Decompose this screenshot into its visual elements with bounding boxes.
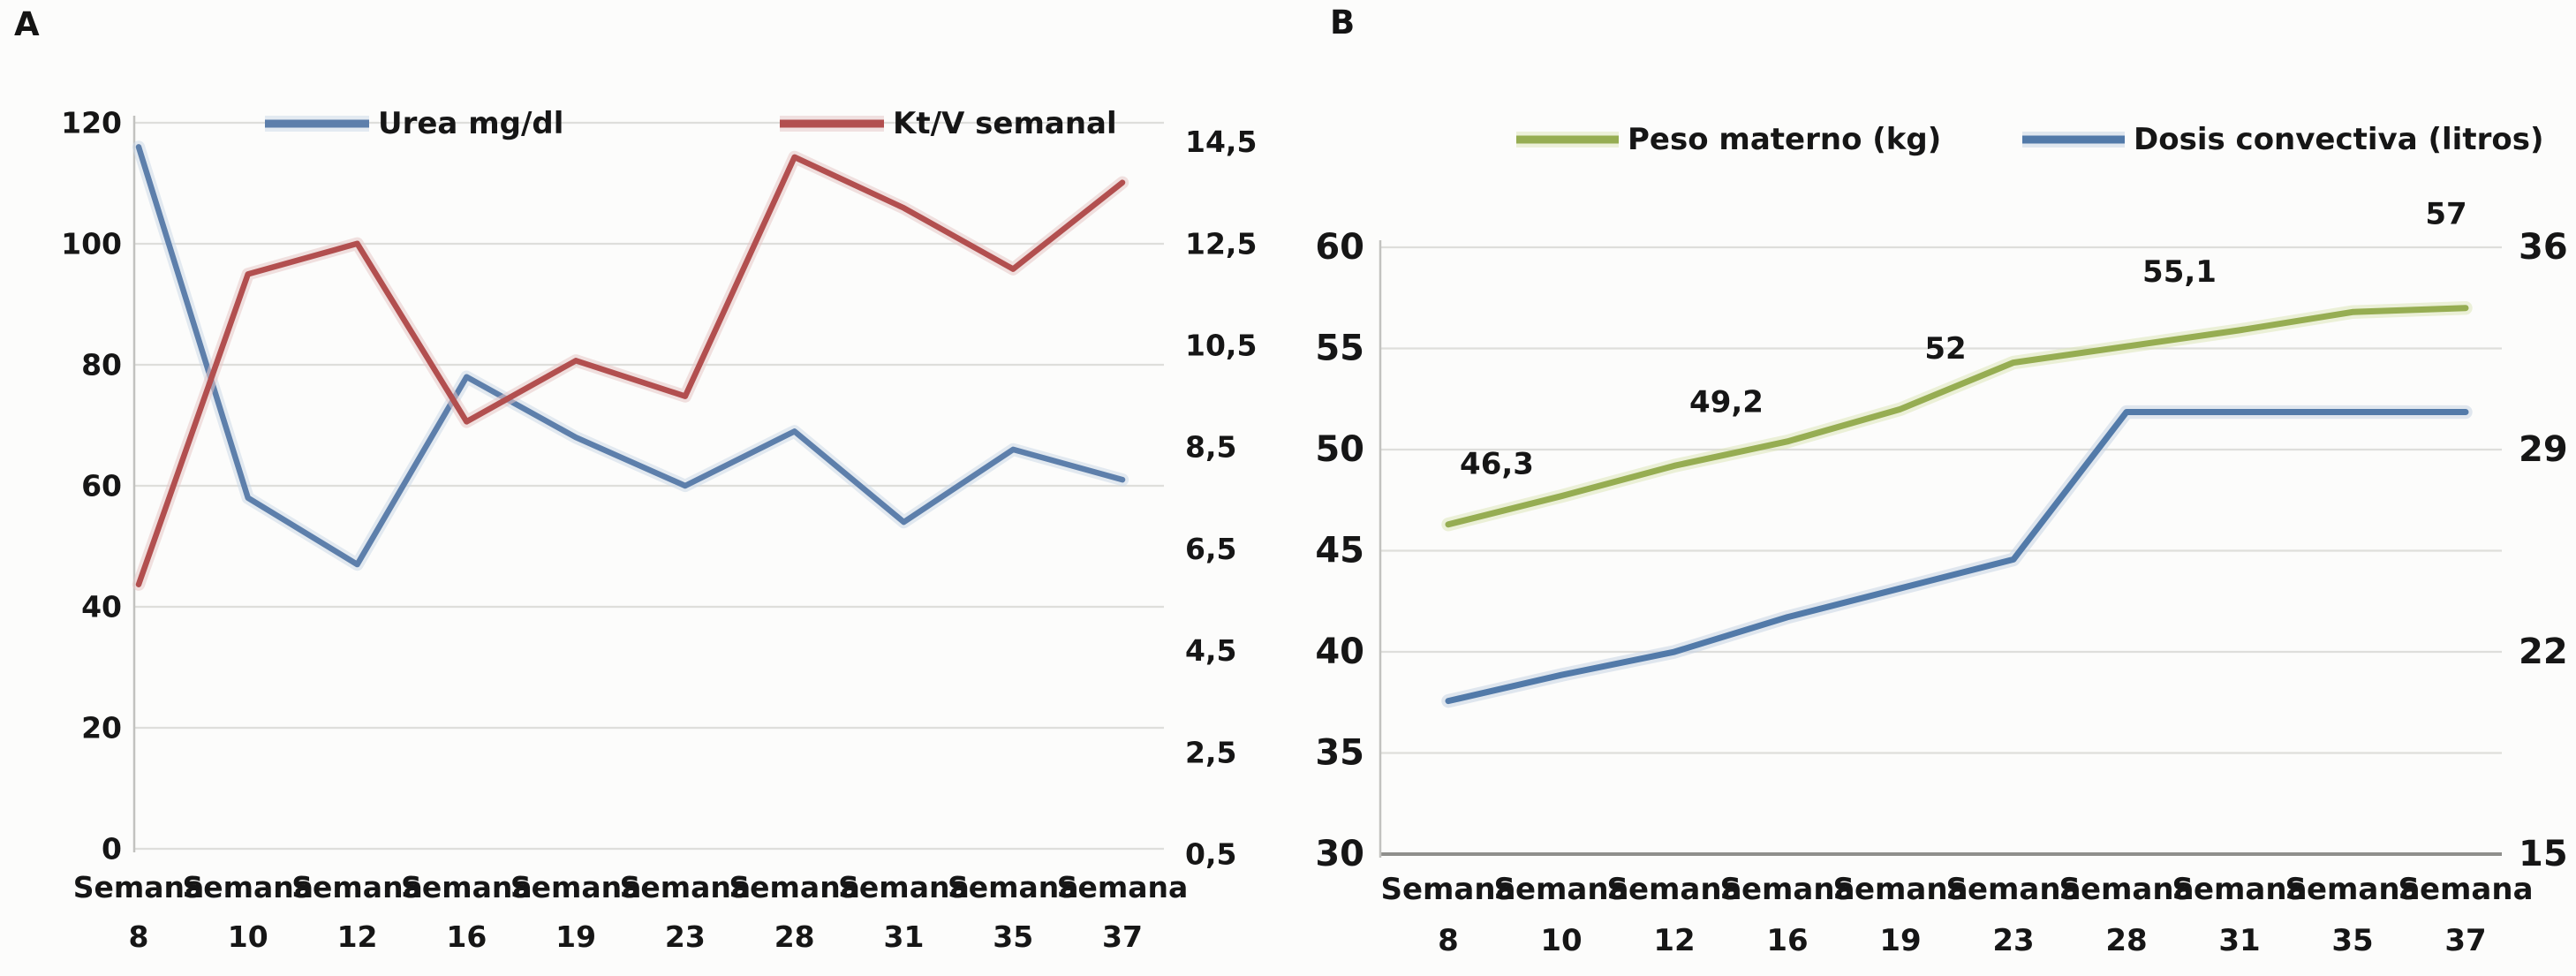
x-axis-label-week: 35	[2331, 923, 2373, 958]
series-line-primary	[1445, 305, 2469, 528]
x-axis-label-week: 8	[129, 919, 149, 954]
x-axis-label-week: 19	[555, 919, 596, 954]
x-axis-label-week: 16	[446, 919, 487, 954]
series-line-primary	[135, 144, 1126, 568]
right-axis-tick-label: 4,5	[1185, 633, 1236, 668]
x-axis-label-prefix: Semana	[73, 870, 205, 904]
left-axis-tick-label: 45	[1315, 531, 1364, 571]
x-axis-label-prefix: Semana	[291, 870, 423, 904]
x-axis-label-week: 8	[1438, 923, 1459, 958]
series-line-secondary	[1445, 409, 2469, 705]
x-axis-label-prefix: Semana	[1380, 872, 1515, 907]
panel-b-label: B	[1330, 4, 1356, 42]
x-axis-label-prefix: Semana	[1057, 870, 1189, 904]
right-axis-tick-label: 14,5	[1185, 125, 1257, 159]
data-label: 57	[2425, 197, 2466, 232]
right-axis-tick-label: 6,5	[1185, 532, 1236, 566]
right-axis-tick-label: 36	[2519, 227, 2568, 268]
data-label: 52	[1924, 331, 1966, 367]
x-axis-label-week: 37	[2444, 923, 2486, 958]
x-axis-label-prefix: Semana	[838, 870, 970, 904]
series-line-halo	[132, 140, 1129, 571]
x-axis-label-week: 31	[2218, 923, 2260, 958]
x-axis-label-week: 28	[774, 919, 815, 954]
right-axis-tick-label: 8,5	[1185, 430, 1236, 465]
x-axis-label-prefix: Semana	[1945, 872, 2081, 907]
x-axis-label-week: 35	[993, 919, 1033, 954]
left-axis-tick-label: 60	[1315, 227, 1364, 268]
x-axis-label-week: 28	[2105, 923, 2147, 958]
x-axis-label-week: 12	[337, 919, 378, 954]
x-axis-label-week: 12	[1653, 923, 1695, 958]
left-axis-tick-label: 35	[1315, 733, 1364, 774]
left-axis-tick-label: 30	[1315, 834, 1364, 874]
data-label: 49,2	[1689, 384, 1764, 420]
left-axis-tick-label: 40	[1315, 632, 1364, 672]
x-axis-label-week: 37	[1102, 919, 1143, 954]
x-axis-label-prefix: Semana	[510, 870, 642, 904]
left-axis-tick-label: 50	[1315, 429, 1364, 470]
left-axis-tick-label: 60	[81, 469, 122, 503]
x-axis-label-week: 16	[1766, 923, 1808, 958]
x-axis-label-prefix: Semana	[1493, 872, 1628, 907]
legend-label: Kt/V semanal	[893, 106, 1117, 141]
series-line-halo	[1441, 405, 2473, 708]
x-axis-label-prefix: Semana	[2172, 872, 2307, 907]
right-axis-tick-label: 2,5	[1185, 735, 1236, 769]
left-axis-tick-label: 55	[1315, 329, 1364, 369]
legend-label: Peso materno (kg)	[1628, 122, 1941, 157]
left-axis-tick-label: 100	[61, 227, 122, 261]
x-axis-label-week: 10	[1540, 923, 1582, 958]
x-axis-label-prefix: Semana	[2059, 872, 2194, 907]
left-axis-tick-label: 20	[81, 711, 122, 745]
x-axis-label-prefix: Semana	[948, 870, 1079, 904]
left-axis-tick-label: 0	[102, 832, 122, 866]
right-axis-tick-label: 0,5	[1185, 837, 1236, 872]
right-axis-tick-label: 22	[2519, 632, 2568, 672]
x-axis-label-prefix: Semana	[182, 870, 314, 904]
x-axis-label-prefix: Semana	[620, 870, 752, 904]
right-axis-tick-label: 12,5	[1185, 226, 1257, 261]
left-axis-tick-label: 40	[81, 590, 122, 624]
x-axis-label-prefix: Semana	[1832, 872, 1968, 907]
right-axis-tick-label: 15	[2519, 834, 2568, 874]
x-axis-label-prefix: Semana	[2285, 872, 2420, 907]
right-axis-tick-label: 29	[2519, 429, 2568, 470]
left-axis-tick-label: 80	[81, 348, 122, 382]
x-axis-label-week: 19	[1879, 923, 1921, 958]
x-axis-label-week: 23	[1992, 923, 2034, 958]
data-label: 46,3	[1460, 447, 1534, 482]
x-axis-label-prefix: Semana	[401, 870, 533, 904]
x-axis-label-prefix: Semana	[2398, 872, 2533, 907]
left-axis-tick-label: 120	[61, 106, 122, 140]
right-axis-tick-label: 10,5	[1185, 329, 1257, 363]
legend-label: Dosis convectiva (litros)	[2134, 122, 2544, 157]
panel-a-label: A	[14, 5, 41, 43]
data-label: 55,1	[2142, 254, 2217, 290]
x-axis-label-week: 31	[883, 919, 924, 954]
x-axis-label-week: 10	[228, 919, 268, 954]
legend-label: Urea mg/dl	[378, 106, 563, 141]
x-axis-label-prefix: Semana	[1606, 872, 1741, 907]
x-axis-label-prefix: Semana	[729, 870, 860, 904]
x-axis-label-week: 23	[665, 919, 706, 954]
series-line-secondary	[135, 154, 1126, 587]
x-axis-label-prefix: Semana	[1719, 872, 1855, 907]
